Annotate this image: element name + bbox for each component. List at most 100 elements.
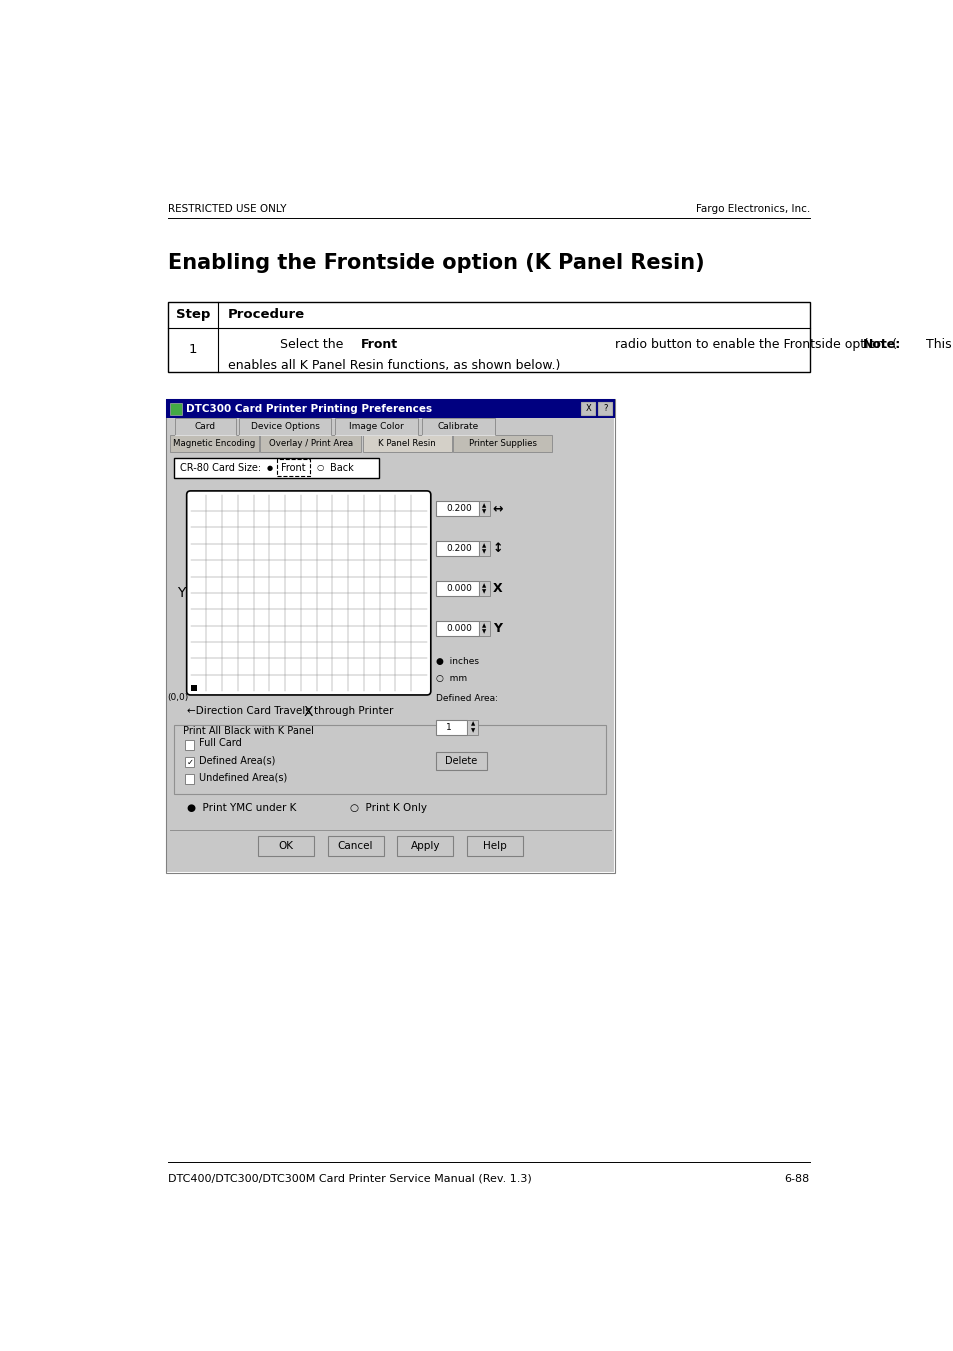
- Text: Procedure: Procedure: [228, 308, 305, 322]
- Text: Delete: Delete: [445, 757, 477, 766]
- Text: DTC400/DTC300/DTC300M Card Printer Service Manual (Rev. 1.3): DTC400/DTC300/DTC300M Card Printer Servi…: [168, 1174, 531, 1183]
- Text: DTC300 Card Printer Printing Preferences: DTC300 Card Printer Printing Preferences: [186, 404, 432, 413]
- Bar: [436, 581, 478, 596]
- Text: Magnetic Encoding: Magnetic Encoding: [172, 439, 255, 447]
- Bar: [239, 417, 331, 435]
- Bar: [168, 303, 809, 372]
- Text: 0.200: 0.200: [446, 544, 472, 553]
- Bar: [277, 459, 310, 477]
- Text: ●  inches: ● inches: [436, 657, 478, 666]
- Text: Calibrate: Calibrate: [437, 422, 478, 431]
- Text: 1: 1: [445, 723, 451, 732]
- Bar: [166, 400, 615, 873]
- Bar: [166, 400, 615, 417]
- Bar: [478, 621, 489, 636]
- Bar: [185, 774, 194, 784]
- Text: Print All Black with K Panel: Print All Black with K Panel: [183, 725, 314, 736]
- Bar: [257, 836, 314, 857]
- Text: ↕: ↕: [492, 542, 502, 555]
- Text: ?: ?: [602, 404, 607, 413]
- Text: Select the: Select the: [279, 338, 347, 351]
- Bar: [166, 400, 615, 873]
- Text: ○  mm: ○ mm: [436, 674, 467, 682]
- Text: Cancel: Cancel: [337, 840, 373, 851]
- Bar: [436, 720, 467, 735]
- Text: (0,0): (0,0): [168, 693, 189, 701]
- Text: ▼: ▼: [481, 630, 486, 635]
- Bar: [467, 836, 522, 857]
- Bar: [467, 720, 477, 735]
- Text: 0.000: 0.000: [446, 624, 472, 634]
- Text: Back: Back: [330, 463, 354, 473]
- Text: ●: ●: [266, 465, 273, 470]
- Bar: [436, 753, 486, 770]
- Text: radio button to enable the Frontside option. (: radio button to enable the Frontside opt…: [611, 338, 897, 351]
- Text: Y: Y: [177, 586, 185, 600]
- Bar: [598, 401, 612, 416]
- Bar: [170, 435, 258, 451]
- Text: ▼: ▼: [470, 728, 475, 732]
- Text: RESTRICTED USE ONLY: RESTRICTED USE ONLY: [168, 204, 286, 215]
- Text: Fargo Electronics, Inc.: Fargo Electronics, Inc.: [695, 204, 809, 215]
- Bar: [580, 401, 595, 416]
- Text: ▼: ▼: [481, 589, 486, 594]
- Text: CR-80 Card Size:: CR-80 Card Size:: [179, 463, 260, 473]
- Text: K Panel Resin: K Panel Resin: [378, 439, 436, 447]
- Text: 0.200: 0.200: [446, 504, 472, 513]
- Text: Apply: Apply: [410, 840, 439, 851]
- Text: Defined Area(s): Defined Area(s): [199, 755, 275, 766]
- Text: Image Color: Image Color: [349, 422, 403, 431]
- Text: Overlay / Print Area: Overlay / Print Area: [269, 439, 353, 447]
- Text: ▼: ▼: [481, 509, 486, 515]
- Text: ✓: ✓: [186, 758, 193, 766]
- Bar: [362, 435, 452, 451]
- Bar: [335, 417, 418, 435]
- Text: Step: Step: [176, 308, 211, 322]
- Bar: [173, 458, 378, 478]
- Bar: [170, 403, 182, 415]
- Text: ▲: ▲: [470, 721, 475, 727]
- Text: ←Direction Card Travels through Printer: ←Direction Card Travels through Printer: [187, 707, 393, 716]
- Bar: [191, 685, 196, 692]
- Text: Enabling the Frontside option (K Panel Resin): Enabling the Frontside option (K Panel R…: [168, 253, 704, 273]
- Text: ▲: ▲: [481, 543, 486, 549]
- Text: Note:: Note:: [862, 338, 900, 351]
- Text: ▲: ▲: [481, 623, 486, 628]
- Bar: [478, 581, 489, 596]
- Text: ▲: ▲: [481, 503, 486, 508]
- Bar: [436, 621, 478, 636]
- Bar: [478, 540, 489, 557]
- Text: ↔: ↔: [492, 503, 502, 515]
- Text: X: X: [492, 582, 501, 596]
- FancyBboxPatch shape: [187, 490, 431, 694]
- Text: 1: 1: [189, 343, 197, 357]
- Bar: [453, 435, 552, 451]
- Bar: [436, 540, 478, 557]
- Text: Printer Supplies: Printer Supplies: [468, 439, 537, 447]
- Bar: [478, 501, 489, 516]
- Text: This: This: [918, 338, 951, 351]
- Bar: [397, 836, 453, 857]
- Text: X: X: [304, 705, 314, 719]
- Text: Full Card: Full Card: [199, 739, 241, 748]
- Text: 6-88: 6-88: [783, 1174, 809, 1183]
- Text: ○  Print K Only: ○ Print K Only: [350, 802, 427, 813]
- Bar: [174, 417, 235, 435]
- Text: ●  Print YMC under K: ● Print YMC under K: [187, 802, 296, 813]
- Text: Undefined Area(s): Undefined Area(s): [199, 773, 287, 782]
- Bar: [421, 417, 495, 435]
- Text: Help: Help: [483, 840, 506, 851]
- Text: Card: Card: [194, 422, 215, 431]
- Text: Y: Y: [493, 623, 501, 635]
- Bar: [185, 758, 194, 766]
- Text: ▼: ▼: [481, 550, 486, 554]
- Bar: [173, 725, 605, 794]
- Bar: [260, 435, 360, 451]
- Bar: [185, 740, 194, 750]
- Text: OK: OK: [278, 840, 294, 851]
- Bar: [328, 836, 383, 857]
- Text: ▲: ▲: [481, 584, 486, 588]
- Text: X: X: [584, 404, 590, 413]
- Text: Front: Front: [281, 463, 306, 473]
- Text: 0.000: 0.000: [446, 584, 472, 593]
